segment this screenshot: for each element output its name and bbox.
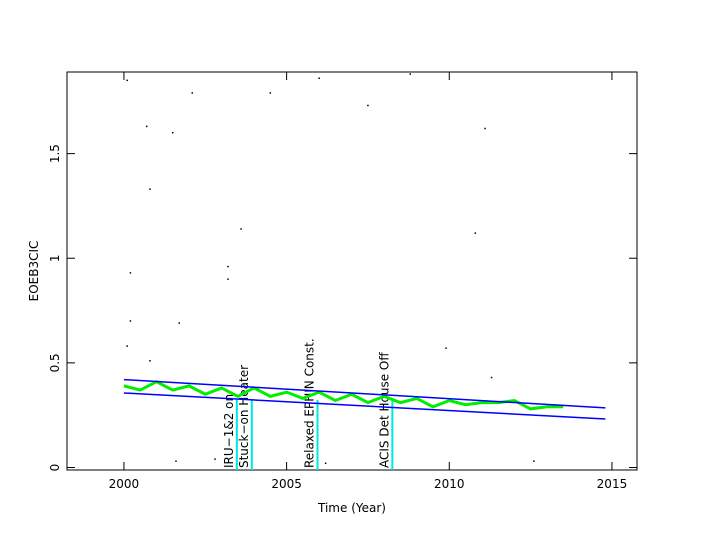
data-point [149,188,151,190]
data-point [227,265,229,268]
data-point [145,125,148,128]
data-point [214,458,216,460]
x-tick-label: 2015 [597,477,628,491]
data-point [126,79,128,82]
data-point [149,360,151,362]
y-tick-label: 0 [48,464,62,472]
data-point [324,462,327,465]
y-tick-label: 1 [48,254,62,262]
data-point [171,131,174,134]
series-line [123,392,606,420]
data-point [126,345,128,347]
x-tick-label: 2005 [271,477,302,491]
data-point [409,73,411,75]
data-point [318,77,320,80]
event-label: Stuck−on Heater [237,365,251,468]
data-point [269,92,272,94]
event-label: ACIS Det House Off [377,352,391,468]
data-point [191,92,194,94]
y-tick-label: 1.5 [48,144,62,163]
data-point [129,272,132,274]
data-point [533,460,535,462]
data-point [178,322,180,324]
data-point [175,460,177,462]
plot-frame [66,71,638,471]
data-point [367,104,369,107]
y-axis-label: EOEB3CIC [27,241,41,302]
data-point [129,320,132,322]
y-tick-label: 0.5 [48,353,62,372]
x-axis-label: Time (Year) [317,501,386,515]
data-point [490,376,493,379]
x-tick-label: 2010 [434,477,465,491]
data-point [484,127,486,130]
series-line [123,380,564,411]
data-point [445,347,447,349]
series-line [123,378,606,409]
x-tick-label: 2000 [109,477,140,491]
data-point [240,228,242,230]
event-label: IRU−1&2 on [222,394,236,468]
data-point [474,232,477,234]
data-point [227,278,229,280]
